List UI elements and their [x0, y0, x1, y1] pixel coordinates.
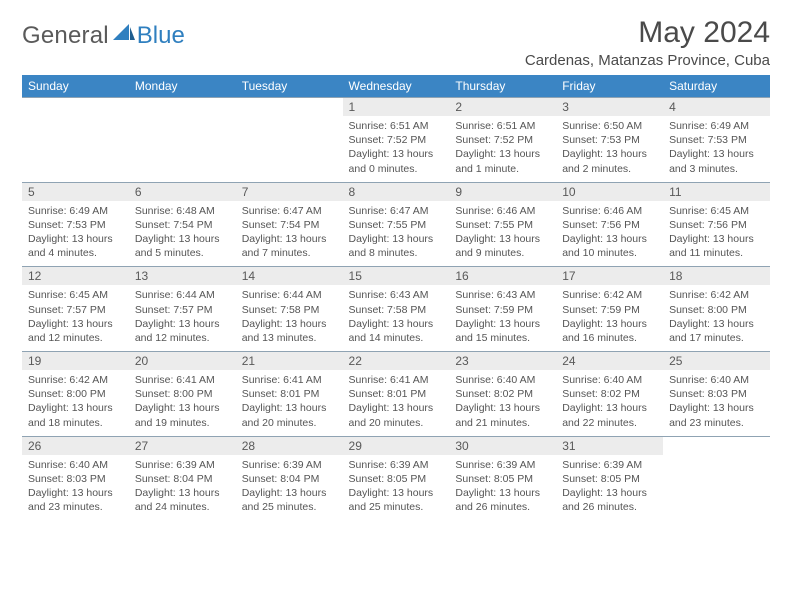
header: General Blue May 2024 Cardenas, Matanzas…	[22, 16, 770, 69]
title-block: May 2024 Cardenas, Matanzas Province, Cu…	[525, 16, 770, 69]
day-info-row: Sunrise: 6:40 AMSunset: 8:03 PMDaylight:…	[22, 455, 770, 521]
day-info-cell: Sunrise: 6:48 AMSunset: 7:54 PMDaylight:…	[129, 201, 236, 267]
day-number-cell: 25	[663, 352, 770, 371]
day-number-cell	[663, 436, 770, 455]
day-number-cell: 14	[236, 267, 343, 286]
calendar-body: 1234Sunrise: 6:51 AMSunset: 7:52 PMDayli…	[22, 98, 770, 521]
day-number-row: 1234	[22, 98, 770, 117]
day-number-cell: 18	[663, 267, 770, 286]
day-number-row: 19202122232425	[22, 352, 770, 371]
day-info-row: Sunrise: 6:49 AMSunset: 7:53 PMDaylight:…	[22, 201, 770, 267]
day-number-cell: 3	[556, 98, 663, 117]
day-number-cell: 8	[343, 182, 450, 201]
day-info-cell: Sunrise: 6:45 AMSunset: 7:57 PMDaylight:…	[22, 285, 129, 351]
day-info-cell: Sunrise: 6:43 AMSunset: 7:58 PMDaylight:…	[343, 285, 450, 351]
day-number-cell: 2	[449, 98, 556, 117]
day-info-cell: Sunrise: 6:50 AMSunset: 7:53 PMDaylight:…	[556, 116, 663, 182]
day-number-cell: 24	[556, 352, 663, 371]
day-number-cell: 19	[22, 352, 129, 371]
day-info-cell: Sunrise: 6:46 AMSunset: 7:56 PMDaylight:…	[556, 201, 663, 267]
day-number-row: 262728293031	[22, 436, 770, 455]
day-info-cell: Sunrise: 6:43 AMSunset: 7:59 PMDaylight:…	[449, 285, 556, 351]
day-info-cell: Sunrise: 6:47 AMSunset: 7:55 PMDaylight:…	[343, 201, 450, 267]
day-number-cell: 31	[556, 436, 663, 455]
day-info-cell: Sunrise: 6:40 AMSunset: 8:03 PMDaylight:…	[22, 455, 129, 521]
day-number-cell: 10	[556, 182, 663, 201]
day-number-cell: 13	[129, 267, 236, 286]
day-info-cell: Sunrise: 6:49 AMSunset: 7:53 PMDaylight:…	[663, 116, 770, 182]
logo-sail-icon	[113, 24, 135, 49]
day-info-cell: Sunrise: 6:41 AMSunset: 8:01 PMDaylight:…	[343, 370, 450, 436]
day-header: Tuesday	[236, 75, 343, 98]
day-number-cell: 17	[556, 267, 663, 286]
day-number-cell: 23	[449, 352, 556, 371]
day-number-cell: 29	[343, 436, 450, 455]
day-number-cell	[129, 98, 236, 117]
day-number-cell: 28	[236, 436, 343, 455]
day-info-cell: Sunrise: 6:39 AMSunset: 8:05 PMDaylight:…	[449, 455, 556, 521]
day-header: Monday	[129, 75, 236, 98]
day-info-cell: Sunrise: 6:47 AMSunset: 7:54 PMDaylight:…	[236, 201, 343, 267]
day-number-cell: 6	[129, 182, 236, 201]
day-info-row: Sunrise: 6:45 AMSunset: 7:57 PMDaylight:…	[22, 285, 770, 351]
location-text: Cardenas, Matanzas Province, Cuba	[525, 52, 770, 69]
day-info-cell: Sunrise: 6:40 AMSunset: 8:02 PMDaylight:…	[556, 370, 663, 436]
day-number-cell: 15	[343, 267, 450, 286]
day-info-cell	[129, 116, 236, 182]
calendar-page: General Blue May 2024 Cardenas, Matanzas…	[0, 0, 792, 536]
day-info-cell: Sunrise: 6:41 AMSunset: 8:00 PMDaylight:…	[129, 370, 236, 436]
day-number-row: 12131415161718	[22, 267, 770, 286]
day-number-cell: 22	[343, 352, 450, 371]
day-info-cell: Sunrise: 6:45 AMSunset: 7:56 PMDaylight:…	[663, 201, 770, 267]
day-header: Thursday	[449, 75, 556, 98]
day-info-cell: Sunrise: 6:44 AMSunset: 7:57 PMDaylight:…	[129, 285, 236, 351]
logo-text-blue: Blue	[137, 22, 185, 50]
day-header: Wednesday	[343, 75, 450, 98]
day-info-cell: Sunrise: 6:42 AMSunset: 8:00 PMDaylight:…	[22, 370, 129, 436]
day-info-cell: Sunrise: 6:44 AMSunset: 7:58 PMDaylight:…	[236, 285, 343, 351]
day-info-cell: Sunrise: 6:39 AMSunset: 8:05 PMDaylight:…	[556, 455, 663, 521]
day-info-cell: Sunrise: 6:41 AMSunset: 8:01 PMDaylight:…	[236, 370, 343, 436]
day-number-cell: 21	[236, 352, 343, 371]
day-number-cell	[22, 98, 129, 117]
day-number-cell: 16	[449, 267, 556, 286]
day-info-row: Sunrise: 6:42 AMSunset: 8:00 PMDaylight:…	[22, 370, 770, 436]
day-info-cell: Sunrise: 6:40 AMSunset: 8:03 PMDaylight:…	[663, 370, 770, 436]
day-number-cell: 9	[449, 182, 556, 201]
calendar-table: Sunday Monday Tuesday Wednesday Thursday…	[22, 75, 770, 520]
day-header: Friday	[556, 75, 663, 98]
day-info-cell	[663, 455, 770, 521]
day-header: Saturday	[663, 75, 770, 98]
day-info-cell: Sunrise: 6:51 AMSunset: 7:52 PMDaylight:…	[343, 116, 450, 182]
day-number-cell	[236, 98, 343, 117]
day-number-cell: 20	[129, 352, 236, 371]
day-info-cell: Sunrise: 6:51 AMSunset: 7:52 PMDaylight:…	[449, 116, 556, 182]
month-title: May 2024	[525, 16, 770, 50]
day-number-cell: 26	[22, 436, 129, 455]
day-info-cell	[236, 116, 343, 182]
day-info-cell: Sunrise: 6:49 AMSunset: 7:53 PMDaylight:…	[22, 201, 129, 267]
day-number-cell: 11	[663, 182, 770, 201]
day-number-row: 567891011	[22, 182, 770, 201]
day-header-row: Sunday Monday Tuesday Wednesday Thursday…	[22, 75, 770, 98]
day-number-cell: 12	[22, 267, 129, 286]
day-number-cell: 7	[236, 182, 343, 201]
day-number-cell: 30	[449, 436, 556, 455]
day-info-cell: Sunrise: 6:39 AMSunset: 8:04 PMDaylight:…	[236, 455, 343, 521]
day-info-cell	[22, 116, 129, 182]
day-number-cell: 4	[663, 98, 770, 117]
day-number-cell: 27	[129, 436, 236, 455]
logo-text-general: General	[22, 22, 109, 50]
logo: General Blue	[22, 22, 185, 50]
day-info-cell: Sunrise: 6:46 AMSunset: 7:55 PMDaylight:…	[449, 201, 556, 267]
day-number-cell: 5	[22, 182, 129, 201]
day-info-cell: Sunrise: 6:39 AMSunset: 8:04 PMDaylight:…	[129, 455, 236, 521]
day-number-cell: 1	[343, 98, 450, 117]
day-info-cell: Sunrise: 6:42 AMSunset: 8:00 PMDaylight:…	[663, 285, 770, 351]
day-info-row: Sunrise: 6:51 AMSunset: 7:52 PMDaylight:…	[22, 116, 770, 182]
day-info-cell: Sunrise: 6:42 AMSunset: 7:59 PMDaylight:…	[556, 285, 663, 351]
day-info-cell: Sunrise: 6:39 AMSunset: 8:05 PMDaylight:…	[343, 455, 450, 521]
day-info-cell: Sunrise: 6:40 AMSunset: 8:02 PMDaylight:…	[449, 370, 556, 436]
day-header: Sunday	[22, 75, 129, 98]
